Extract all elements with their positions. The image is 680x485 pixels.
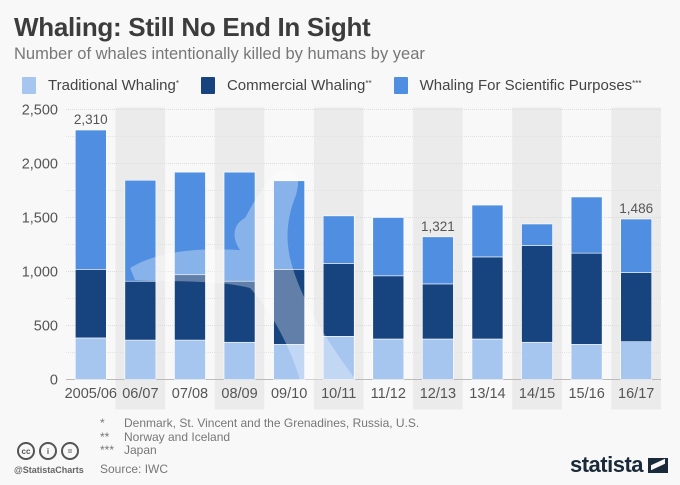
legend-swatch-scientific (393, 77, 408, 94)
legend-mark: * (175, 79, 179, 88)
x-tick-label: 06/07 (122, 386, 158, 402)
cc-icon: cc (17, 442, 35, 460)
bar-segment-scientific (322, 215, 355, 264)
x-tick-label: 08/09 (221, 386, 257, 402)
bar-segment-commercial (521, 245, 553, 343)
x-tick-label: 07/08 (172, 386, 208, 402)
brand-name: statista (570, 452, 644, 477)
legend-item-commercial: Commercial Whaling ** (200, 77, 372, 94)
bar-segment-traditional (223, 341, 256, 380)
data-label: 1,321 (421, 219, 455, 234)
data-label: 1,486 (619, 201, 653, 216)
bar-segment-traditional (174, 339, 206, 380)
bar-segment-traditional (620, 341, 653, 380)
bar-segment-scientific (372, 217, 405, 277)
bar-segment-traditional (273, 344, 305, 380)
legend-label: Whaling For Scientific Purposes (419, 77, 633, 94)
bar-segment-commercial (620, 272, 653, 342)
bar-segment-scientific (521, 223, 553, 246)
legend-item-scientific: Whaling For Scientific Purposes *** (393, 77, 642, 94)
bar-segment-traditional (372, 338, 405, 380)
bar-segment-scientific (471, 204, 504, 258)
bar-segment-commercial (124, 280, 157, 341)
y-tick-label: 1,500 (22, 211, 58, 227)
bar-segment-commercial (372, 275, 405, 340)
bar-segment-commercial (471, 256, 504, 340)
legend-swatch-commercial (200, 77, 215, 94)
legend-label: Traditional Whaling (48, 77, 176, 94)
x-tick-label: 14/15 (519, 386, 555, 402)
y-tick-label: 1,000 (22, 265, 58, 281)
footnotes: * Denmark, St. Vincent and the Grenadines… (100, 416, 420, 458)
legend-mark: ** (365, 79, 372, 88)
bar-segment-scientific (273, 180, 305, 270)
y-tick-label: 2,000 (22, 157, 58, 173)
bar-segment-scientific (223, 171, 256, 282)
bar-segment-scientific (620, 218, 653, 273)
bar-segment-commercial (174, 274, 206, 341)
bar-segment-traditional (422, 338, 454, 380)
statista-logo-icon (648, 457, 669, 473)
footnote: ** Norway and Iceland (100, 429, 231, 444)
twitter-handle: @StatistaCharts (14, 465, 84, 475)
bar-segment-traditional (124, 339, 157, 380)
bar-segment-commercial (422, 283, 454, 340)
license-icons: cc i = (17, 442, 79, 460)
x-tick-label: 11/12 (371, 386, 406, 402)
bar-segment-commercial (322, 263, 355, 337)
footnote: * Denmark, St. Vincent and the Grenadines… (100, 416, 420, 430)
bar-segment-traditional (74, 337, 107, 380)
bar-segment-scientific (174, 171, 206, 276)
footnote: *** Japan (100, 443, 157, 457)
legend-item-traditional: Traditional Whaling * (22, 77, 179, 94)
x-tick-label: 09/10 (271, 386, 307, 402)
legend-mark: *** (632, 79, 642, 88)
bar-segment-scientific (124, 179, 157, 282)
no-derivatives-icon: = (61, 442, 79, 460)
chart-subtitle: Number of whales intentionally killed by… (14, 45, 425, 63)
x-tick-label: 10/11 (321, 386, 356, 402)
whale-tail-shape (130, 169, 356, 380)
x-tick-label: 2005/06 (65, 386, 117, 402)
y-tick-label: 500 (34, 319, 58, 335)
legend: Traditional Whaling * Commercial Whaling *… (22, 77, 664, 94)
legend-label: Commercial Whaling (226, 77, 366, 94)
bar-segment-commercial (570, 252, 603, 345)
y-tick-label: 0 (50, 373, 58, 389)
whale-tail-watermark (130, 169, 356, 380)
x-tick-label: 13/14 (469, 386, 505, 402)
x-tick-label: 15/16 (568, 386, 604, 402)
x-tick-label: 12/13 (420, 386, 456, 402)
bar-segment-traditional (570, 344, 603, 380)
bar-segment-traditional (471, 338, 504, 380)
x-tick-label: 16/17 (618, 386, 654, 402)
y-tick-label: 2,500 (22, 103, 58, 119)
bar-segment-commercial (223, 280, 256, 343)
bar-segment-scientific (422, 236, 454, 285)
bar-segment-commercial (273, 269, 305, 345)
legend-swatch-traditional (22, 77, 36, 94)
bar-segment-commercial (74, 269, 107, 339)
bar-segment-traditional (322, 335, 355, 380)
statista-logo: statista (570, 452, 669, 478)
bar-segment-scientific (74, 129, 107, 270)
chart-title: Whaling: Still No End In Sight (14, 12, 371, 42)
data-label: 2,310 (74, 112, 108, 127)
bar-segment-scientific (570, 196, 603, 254)
attribution-icon: i (39, 442, 57, 460)
source: Source: IWC (100, 462, 169, 476)
bar-segment-traditional (521, 341, 553, 380)
